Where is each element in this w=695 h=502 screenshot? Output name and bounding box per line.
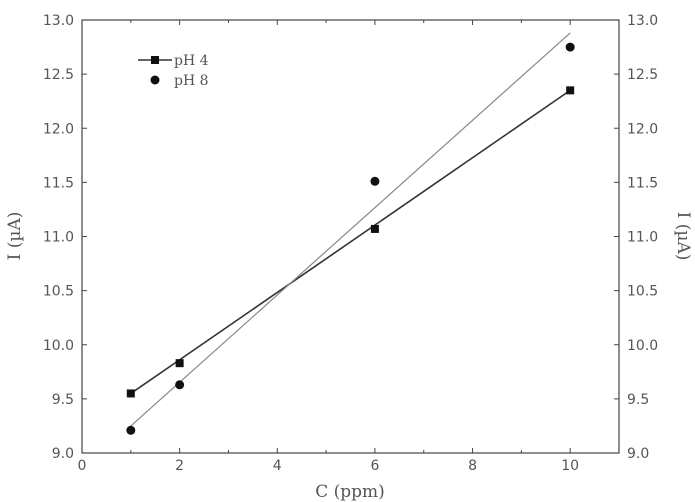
axis-ticks [81, 19, 619, 454]
y-tick-label-left: 10.5 [43, 284, 74, 300]
x-tick-label: 4 [273, 458, 282, 474]
y-tick-label-right: 12.0 [627, 121, 658, 137]
y-tick-label-right: 10.5 [627, 284, 658, 300]
data-point-circle [565, 42, 575, 52]
y-tick-label-left: 12.0 [43, 121, 74, 137]
legend-label-ph4: pH 4 [174, 53, 209, 69]
legend-marker-ph4 [151, 56, 159, 64]
data-point-square [566, 86, 575, 95]
y-tick-label-right: 9.0 [627, 446, 649, 462]
x-tick-label: 2 [175, 458, 184, 474]
y-tick-label-left: 11.5 [43, 175, 74, 191]
y-tick-label-left: 9.5 [52, 392, 74, 408]
data-point-square [370, 224, 379, 233]
legend-label-ph8: pH 8 [174, 73, 209, 89]
legend: pH 4 pH 8 [138, 53, 209, 89]
legend-marker-ph8 [150, 75, 160, 85]
series-layer [126, 32, 575, 435]
y-tick-label-right: 13.0 [627, 13, 658, 29]
x-tick-label: 8 [468, 458, 477, 474]
y-tick-label-right: 11.0 [627, 230, 658, 246]
data-point-square [175, 359, 184, 368]
data-point-square [126, 389, 135, 398]
data-point-circle [126, 425, 136, 435]
y-axis-title-right: I (µA) [673, 212, 693, 261]
x-tick-label: 6 [370, 458, 379, 474]
y-tick-label-left: 10.0 [43, 338, 74, 354]
y-tick-label-right: 11.5 [627, 175, 658, 191]
fit-line-series-2 [130, 32, 571, 427]
data-point-circle [370, 176, 380, 186]
x-tick-label: 0 [78, 458, 87, 474]
y-tick-label-left: 13.0 [43, 13, 74, 29]
plot-frame [81, 19, 620, 454]
x-tick-label: 10 [561, 458, 579, 474]
data-point-circle [175, 380, 185, 390]
y-tick-label-left: 9.0 [52, 446, 74, 462]
y-axis-title-left: I (µA) [5, 212, 25, 261]
fit-line-series-1 [130, 89, 571, 395]
y-tick-label-left: 12.5 [43, 67, 74, 83]
y-tick-label-right: 9.5 [627, 392, 649, 408]
y-tick-label-right: 10.0 [627, 338, 658, 354]
y-tick-label-left: 11.0 [43, 230, 74, 246]
axis-tick-labels: 0 2 4 6 8 10 9.0 9.0 9.5 9.5 10.0 10.0 10.5 10.5 11.0 1… [43, 13, 658, 474]
x-axis-title: C (ppm) [315, 482, 385, 502]
y-tick-label-right: 12.5 [627, 67, 658, 83]
